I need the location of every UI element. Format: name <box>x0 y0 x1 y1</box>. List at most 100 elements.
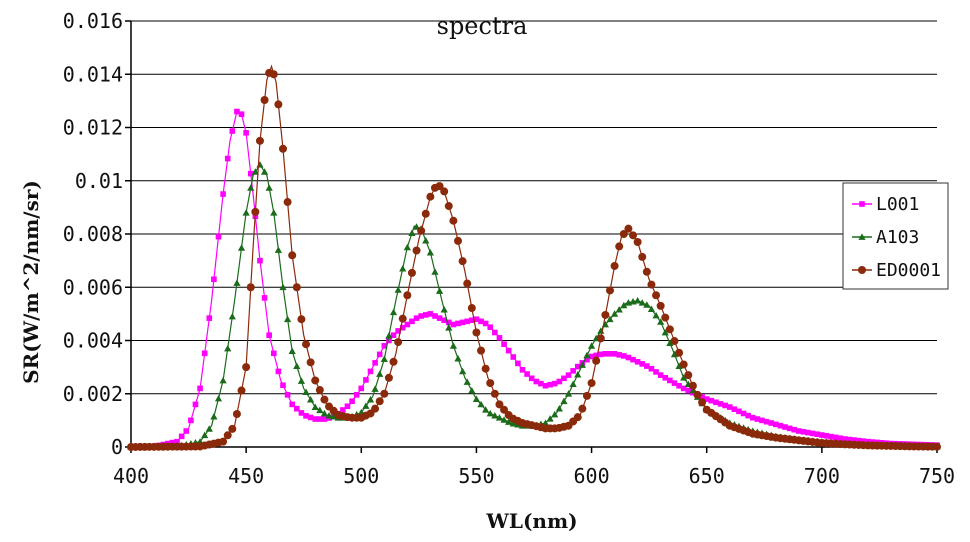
data-point <box>505 347 512 354</box>
legend-label: ED0001 <box>876 260 941 281</box>
data-point <box>652 311 660 319</box>
data-point <box>634 359 641 365</box>
data-point <box>311 376 320 385</box>
data-point <box>482 406 490 413</box>
data-point <box>413 315 420 321</box>
data-point <box>288 251 297 260</box>
data-point <box>633 237 642 246</box>
data-point <box>422 312 429 318</box>
data-point <box>260 95 269 104</box>
data-point <box>211 276 217 283</box>
data-point <box>541 419 550 426</box>
data-point <box>777 422 784 429</box>
data-point <box>469 317 475 324</box>
y-tick-label: 0.016 <box>63 9 123 33</box>
x-tick-label: 450 <box>228 464 264 488</box>
data-point <box>670 337 679 346</box>
data-point <box>178 433 185 440</box>
data-point <box>610 261 619 270</box>
data-point <box>561 375 567 382</box>
data-point <box>786 425 793 432</box>
x-tick-label: 500 <box>343 464 379 488</box>
data-point <box>791 426 798 433</box>
data-point <box>680 385 687 392</box>
data-point <box>311 403 319 410</box>
data-point <box>500 416 508 423</box>
data-point <box>247 184 255 191</box>
data-point <box>445 319 452 326</box>
data-point <box>234 108 240 115</box>
data-point <box>652 291 661 300</box>
data-point <box>819 432 825 438</box>
data-point <box>667 377 673 384</box>
data-point <box>450 321 457 328</box>
data-point <box>403 243 411 251</box>
data-point <box>389 308 398 316</box>
data-point <box>611 351 618 357</box>
data-point <box>467 304 476 313</box>
data-point <box>403 291 412 300</box>
data-point <box>330 413 338 420</box>
data-point <box>265 184 273 191</box>
data-point <box>316 406 324 414</box>
data-point <box>237 244 246 251</box>
data-point <box>661 328 669 336</box>
data-point <box>515 360 521 367</box>
data-point <box>214 394 223 402</box>
data-point <box>260 168 269 175</box>
data-point <box>496 335 503 341</box>
data-point <box>201 350 208 357</box>
data-point <box>487 324 494 330</box>
data-point <box>408 229 416 236</box>
data-point <box>340 407 346 413</box>
data-point <box>169 439 176 446</box>
data-point <box>399 265 407 272</box>
data-point <box>435 287 444 294</box>
data-point <box>431 268 439 275</box>
data-point <box>625 354 632 361</box>
data-point <box>242 209 250 216</box>
data-point <box>432 313 438 319</box>
data-point <box>638 252 647 261</box>
data-point <box>289 401 295 408</box>
data-point <box>933 442 941 451</box>
data-point <box>441 317 447 324</box>
data-point <box>800 429 807 435</box>
data-point <box>486 409 494 417</box>
data-point <box>837 435 844 442</box>
data-point <box>270 209 278 216</box>
data-point <box>519 366 526 373</box>
data-point <box>538 380 544 387</box>
data-point <box>206 315 213 321</box>
data-point <box>223 431 232 440</box>
y-tick-label: 0.012 <box>63 116 123 140</box>
data-point <box>440 306 448 313</box>
data-point <box>679 360 688 369</box>
data-point <box>574 370 582 378</box>
y-tick-label: 0.004 <box>63 329 123 353</box>
series-L001 <box>128 108 940 450</box>
data-point <box>380 355 388 363</box>
data-point <box>662 374 669 381</box>
data-point <box>219 376 227 384</box>
data-point <box>486 379 495 388</box>
data-point <box>418 313 424 319</box>
data-point <box>409 318 415 325</box>
data-point <box>449 342 457 349</box>
data-point <box>468 386 476 394</box>
legend-item-ED0001: ED0001 <box>852 260 941 281</box>
data-point <box>376 370 384 377</box>
data-point <box>809 430 816 437</box>
data-point <box>279 283 287 291</box>
data-point <box>564 390 573 397</box>
data-point <box>398 314 407 323</box>
x-tick-label: 400 <box>113 464 149 488</box>
data-point <box>492 329 498 336</box>
data-point <box>717 401 724 407</box>
data-point <box>846 436 853 443</box>
data-point <box>688 381 697 390</box>
data-point <box>229 128 236 134</box>
data-point <box>584 356 590 363</box>
data-point <box>509 419 517 427</box>
